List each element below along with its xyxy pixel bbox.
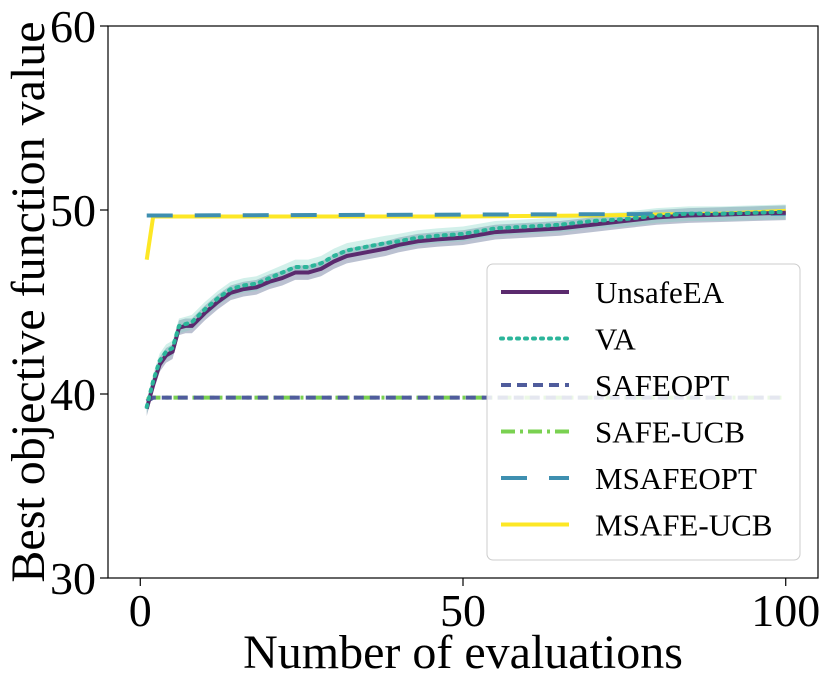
x-axis-ticks: 0 50 100 — [129, 578, 820, 636]
legend-label-safe-ucb: SAFE-UCB — [595, 415, 745, 450]
x-tick-label: 0 — [129, 585, 152, 636]
x-tick-label: 100 — [751, 585, 820, 636]
y-tick-label: 40 — [50, 369, 96, 420]
series-line-unsafeea — [144, 210, 786, 410]
legend: UnsafeEA VA SAFEOPT SAFE-UCB MSAFEOPT MSAFE-U… — [486, 263, 801, 561]
legend-label-unsafeea: UnsafeEA — [595, 275, 725, 310]
series-line-msafeopt — [146, 211, 786, 218]
x-axis-label: Number of evaluations — [243, 626, 683, 679]
y-axis-label: Best objective function value — [2, 21, 55, 582]
x-tick-label: 50 — [440, 585, 486, 636]
legend-label-msafe-ucb: MSAFE-UCB — [595, 508, 772, 543]
y-tick-label: 50 — [50, 185, 96, 236]
series-lines — [144, 208, 788, 410]
legend-label-va: VA — [595, 322, 636, 357]
y-tick-label: 60 — [50, 1, 96, 52]
y-axis-ticks: 30 40 50 60 — [50, 1, 108, 604]
legend-label-safeopt: SAFEOPT — [595, 368, 729, 403]
y-tick-label: 30 — [50, 553, 96, 604]
legend-label-msafeopt: MSAFEOPT — [595, 461, 757, 496]
series-line-va — [144, 209, 788, 409]
